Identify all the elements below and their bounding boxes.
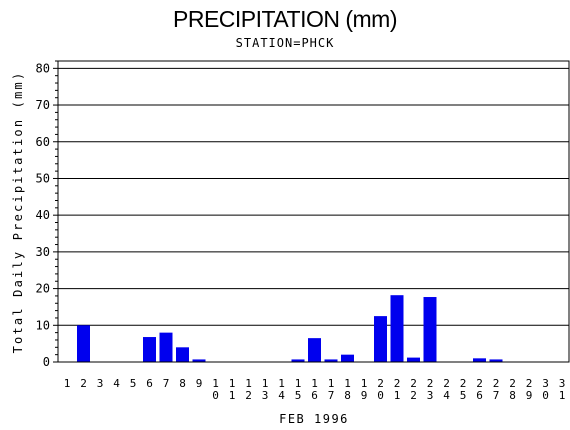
- x-tick-label: 4: [113, 377, 120, 390]
- x-tick-label: 9: [196, 377, 203, 390]
- x-tick-label: 3: [97, 377, 104, 390]
- plot-frame: [57, 60, 570, 363]
- bar: [407, 357, 420, 362]
- grid-layer: [58, 67, 569, 326]
- x-tick-label: 8: [179, 377, 186, 390]
- bar: [308, 338, 321, 362]
- bar: [489, 359, 503, 362]
- bar: [176, 347, 189, 362]
- y-tick-label: 80: [36, 61, 50, 75]
- x-tick-label: 6: [146, 377, 153, 390]
- y-tick-label: 40: [36, 208, 50, 222]
- bar: [473, 358, 486, 362]
- y-tick-label: 30: [36, 245, 50, 259]
- bar: [374, 316, 387, 362]
- y-tick-label: 70: [36, 98, 50, 112]
- bar: [324, 359, 338, 362]
- y-tick-label: 20: [36, 282, 50, 296]
- bar: [77, 325, 90, 362]
- x-tick-label: 2: [80, 377, 87, 390]
- y-tick-label: 60: [36, 135, 50, 149]
- bar: [423, 297, 437, 362]
- x-tick-label: 7: [163, 377, 170, 390]
- bar: [341, 354, 354, 362]
- bar: [143, 337, 156, 362]
- bar: [159, 332, 173, 362]
- chart-subtitle: STATION=PHCK: [235, 36, 335, 50]
- bar: [390, 295, 404, 362]
- y-tick-label: 10: [36, 318, 50, 332]
- y-axis-label: Total Daily Precipitation (mm): [11, 71, 25, 354]
- x-axis-label: FEB 1996: [279, 412, 349, 426]
- bar: [192, 359, 206, 362]
- x-tick-label: 1: [64, 377, 71, 390]
- y-tick-label: 50: [36, 171, 50, 185]
- y-tick-label: 0: [43, 355, 50, 369]
- bar-layer: [77, 295, 503, 362]
- x-tick-label: 5: [130, 377, 137, 390]
- chart-title: PRECIPITATION (mm): [173, 6, 397, 32]
- bar: [291, 359, 305, 362]
